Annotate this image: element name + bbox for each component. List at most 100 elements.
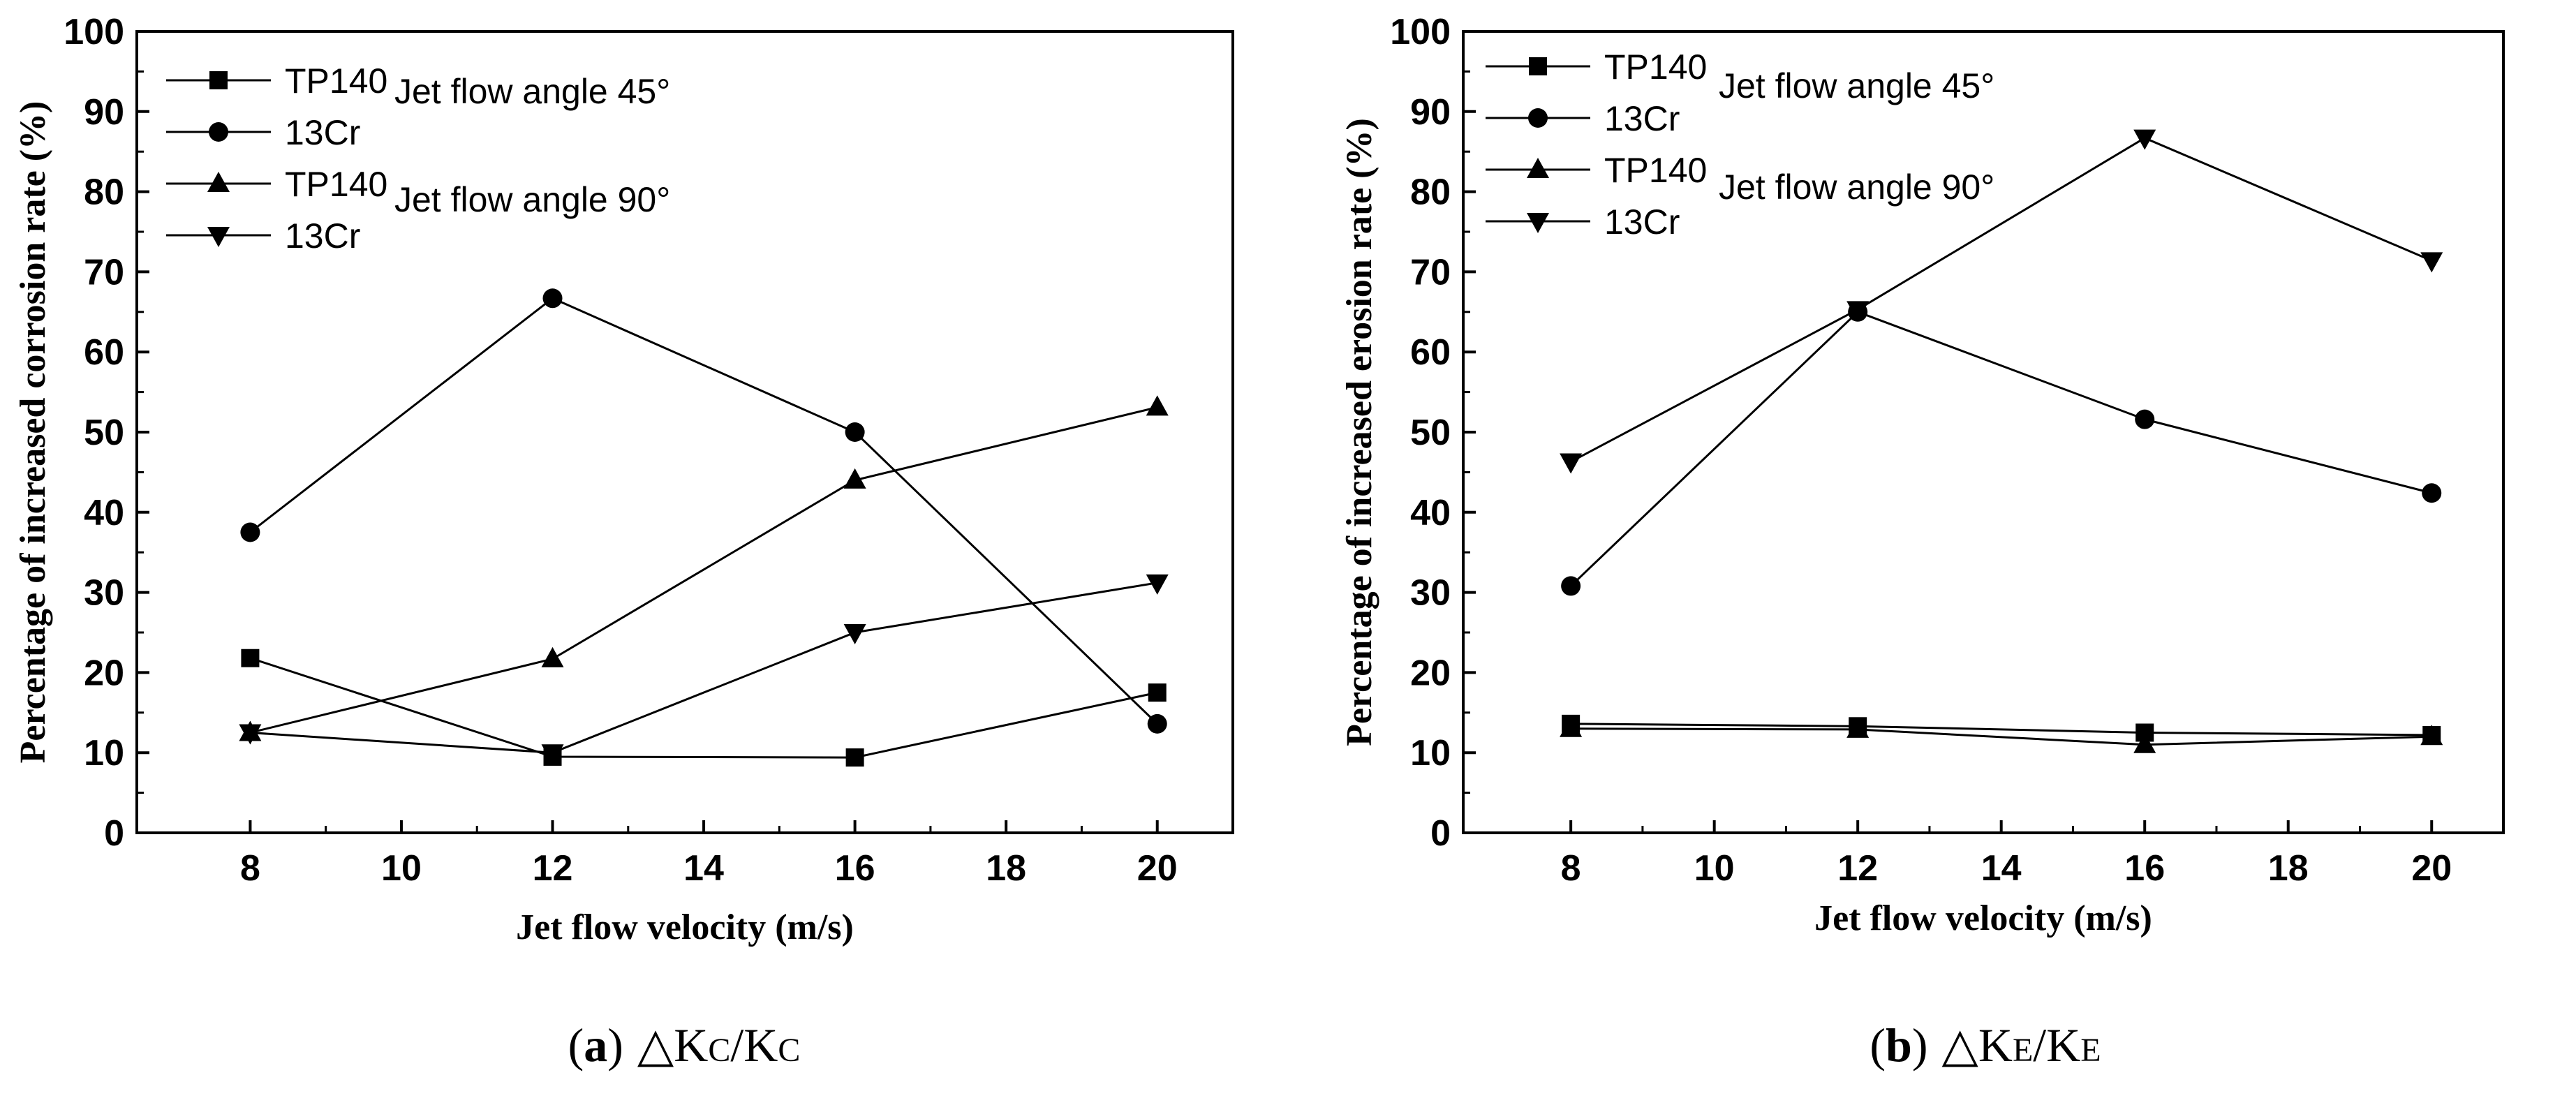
caption-K1: K: [1978, 1019, 2013, 1072]
legend-marker: [209, 122, 228, 142]
data-point: [2422, 483, 2442, 503]
data-point: [2133, 732, 2156, 753]
data-point: [1846, 301, 1870, 322]
annotation: Jet flow angle 90°: [394, 180, 670, 219]
legend-label: 13Cr: [1604, 99, 1680, 138]
y-axis-title: Percentage of increased corrosion rate (…: [13, 101, 53, 764]
data-point: [241, 649, 260, 667]
y-tick-label: 60: [1410, 332, 1451, 373]
legend-marker: [1528, 108, 1548, 128]
legend: TP140 13Cr TP140 13Cr: [166, 61, 387, 256]
caption-slash: /: [730, 1019, 743, 1072]
series-line: [250, 582, 1157, 754]
caption-sub2: C: [778, 1032, 800, 1069]
caption-K2: K: [743, 1019, 778, 1072]
series-line: [250, 406, 1158, 734]
y-tick-label: 70: [1410, 252, 1451, 292]
y-tick-label: 100: [1390, 12, 1451, 52]
series-line: [1571, 727, 2432, 746]
x-tick-label: 20: [1137, 848, 1178, 889]
y-tick-label: 90: [84, 92, 124, 133]
data-point: [1560, 453, 1583, 474]
x-axis-title: Jet flow velocity (m/s): [516, 908, 854, 947]
y-tick-label: 0: [1430, 813, 1451, 854]
x-tick-label: 16: [2124, 848, 2165, 889]
data-point: [1148, 683, 1167, 702]
caption-K2: K: [2046, 1019, 2080, 1072]
caption-close: ): [607, 1019, 623, 1072]
data-point: [845, 748, 864, 767]
series-3: [239, 574, 1169, 765]
series-line: [249, 657, 1158, 759]
legend-marker: [207, 172, 230, 192]
data-point: [1561, 576, 1581, 596]
caption-sub2: E: [2080, 1032, 2101, 1069]
data-point: [2135, 409, 2155, 429]
x-tick-label: 12: [533, 848, 573, 889]
legend-label: TP140: [285, 61, 387, 101]
x-tick-label: 20: [2411, 848, 2452, 889]
legend-marker: [1527, 213, 1549, 233]
caption-K1: K: [674, 1019, 708, 1072]
caption-slash: /: [2033, 1019, 2046, 1072]
x-tick-label: 14: [1981, 848, 2022, 889]
data-point: [239, 724, 262, 745]
series-1: [1561, 302, 2442, 596]
y-tick-label: 70: [84, 252, 124, 292]
data-point: [1147, 713, 1167, 734]
series-3: [1560, 129, 2443, 474]
y-tick-label: 30: [84, 573, 124, 614]
caption-delta: △: [637, 1019, 674, 1072]
x-tick-label: 10: [1694, 848, 1735, 889]
y-tick-label: 30: [1410, 573, 1451, 614]
y-tick-label: 90: [1410, 92, 1451, 133]
data-point: [843, 468, 866, 489]
caption-open: (: [568, 1019, 584, 1072]
data-point: [542, 288, 563, 309]
y-tick-label: 10: [1410, 733, 1451, 773]
annotation: Jet flow angle 90°: [1719, 168, 1994, 207]
series-2: [1560, 716, 2443, 753]
y-tick-label: 50: [1410, 413, 1451, 453]
x-tick-label: 14: [683, 848, 724, 889]
series-0: [241, 649, 1167, 767]
caption-close: ): [1912, 1019, 1928, 1072]
caption-sub1: C: [708, 1032, 730, 1069]
y-tick-label: 40: [1410, 493, 1451, 533]
x-tick-label: 8: [240, 848, 260, 889]
x-axis-title: Jet flow velocity (m/s): [1814, 898, 2152, 938]
x-tick-label: 8: [1561, 848, 1581, 889]
legend-marker: [209, 71, 228, 89]
data-point: [541, 646, 564, 667]
legend-marker: [1529, 57, 1547, 75]
x-tick-label: 16: [835, 848, 875, 889]
y-tick-label: 50: [84, 413, 124, 453]
legend: TP140 13Cr TP140 13Cr: [1486, 47, 1707, 242]
caption-sub1: E: [2013, 1032, 2033, 1069]
data-point: [541, 744, 564, 765]
data-point: [2133, 129, 2156, 150]
caption: (b) △KE/KE: [1870, 1019, 2101, 1072]
caption-open: (: [1870, 1019, 1886, 1072]
x-tick-label: 12: [1837, 848, 1878, 889]
y-tick-label: 100: [64, 12, 124, 52]
series-line: [1570, 311, 2432, 587]
chart-b: 0 10 20 30 40 50 60 70 80 90 100 8 10 12 14 16 18 20 Jet f…: [1340, 12, 2505, 1072]
legend-label: TP140: [1604, 151, 1707, 190]
series-2: [239, 395, 1169, 741]
legend-marker: [1527, 158, 1549, 178]
data-point: [1846, 717, 1870, 738]
y-axis-title: Percentage of increased erosion rate (%): [1340, 118, 1379, 746]
y-tick-label: 0: [104, 813, 124, 854]
y-tick-label: 40: [84, 493, 124, 533]
legend-label: TP140: [1604, 47, 1707, 87]
legend-label: 13Cr: [285, 113, 360, 152]
series-line: [1571, 723, 2432, 736]
data-point: [1560, 716, 1583, 737]
y-tick-label: 20: [84, 653, 124, 693]
y-tick-label: 20: [1410, 653, 1451, 693]
caption-letter: b: [1886, 1019, 1912, 1072]
series-line: [1570, 137, 2432, 463]
y-tick-label: 10: [84, 733, 124, 773]
legend-label: TP140: [285, 165, 387, 204]
